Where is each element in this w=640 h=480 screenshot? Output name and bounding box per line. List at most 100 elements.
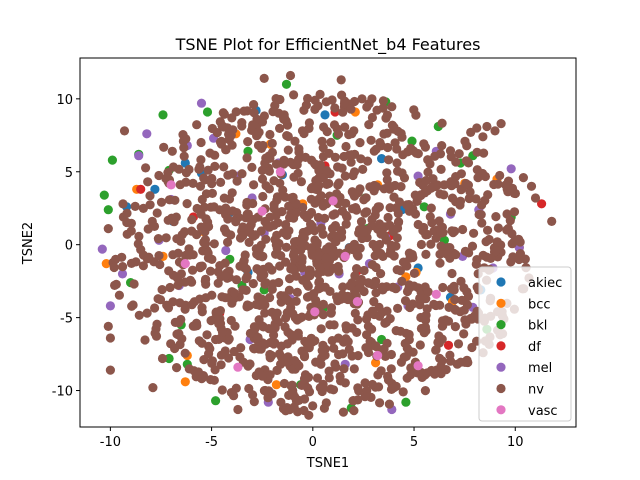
nv-point: [435, 249, 445, 259]
nv-point: [416, 190, 426, 201]
nv-point: [283, 145, 293, 155]
nv-point: [317, 346, 327, 356]
nv-point: [196, 137, 206, 148]
nv-point: [282, 120, 293, 130]
nv-point: [372, 182, 382, 192]
nv-point: [156, 197, 167, 207]
mel-point: [221, 245, 231, 256]
nv-point: [397, 168, 407, 178]
nv-point: [431, 345, 441, 355]
nv-point: [265, 353, 275, 363]
nv-point: [402, 343, 412, 353]
nv-point: [436, 164, 446, 174]
nv-point: [209, 239, 219, 249]
nv-point: [179, 143, 189, 153]
nv-point: [450, 322, 460, 332]
nv-point: [360, 392, 370, 402]
nv-point: [157, 285, 167, 295]
nv-point: [237, 169, 247, 179]
nv-point: [159, 142, 169, 152]
nv-point: [328, 385, 339, 395]
nv-point: [343, 291, 353, 301]
nv-point: [227, 188, 237, 198]
nv-point: [489, 179, 499, 190]
nv-point: [547, 216, 557, 226]
nv-point: [329, 320, 339, 330]
nv-point: [383, 212, 393, 223]
nv-point: [384, 155, 394, 165]
vasc-point: [431, 289, 441, 299]
nv-point: [199, 202, 209, 212]
nv-point: [294, 147, 304, 157]
nv-point: [258, 191, 268, 202]
nv-point: [219, 193, 229, 203]
nv-point: [450, 179, 460, 189]
nv-point: [321, 97, 331, 107]
nv-point: [456, 357, 466, 367]
nv-point: [223, 237, 233, 247]
nv-point: [353, 395, 363, 405]
nv-point: [322, 127, 332, 137]
nv-point: [382, 110, 392, 120]
nv-point: [265, 129, 275, 140]
bkl-point: [401, 397, 411, 407]
nv-point: [437, 118, 447, 128]
nv-point: [170, 195, 180, 205]
nv-point: [400, 296, 411, 306]
y-axis: -10 -5 0 5 10: [52, 93, 80, 400]
nv-point: [201, 293, 211, 303]
nv-point: [207, 356, 217, 366]
nv-point: [196, 155, 206, 165]
nv-point: [168, 297, 178, 307]
nv-point: [385, 184, 395, 194]
nv-point: [265, 370, 275, 380]
nv-point: [502, 184, 512, 194]
nv-point: [447, 193, 458, 203]
nv-point: [467, 342, 477, 353]
nv-point: [278, 228, 288, 238]
nv-point: [422, 368, 432, 378]
nv-point: [310, 159, 320, 169]
nv-point: [469, 228, 479, 238]
nv-point: [278, 185, 288, 195]
nv-point: [192, 120, 202, 130]
nv-point: [276, 397, 286, 407]
nv-point: [292, 287, 302, 297]
nv-point: [338, 407, 348, 417]
x-tick-label: -5: [205, 435, 218, 450]
nv-point: [173, 280, 183, 290]
nv-point: [140, 335, 150, 345]
nv-point: [340, 122, 350, 132]
nv-point: [281, 242, 291, 252]
nv-point: [336, 75, 346, 85]
vasc-point: [257, 206, 267, 216]
nv-point: [274, 277, 284, 288]
nv-point: [451, 157, 461, 167]
nv-point: [244, 301, 254, 311]
nv-point: [338, 107, 348, 117]
nv-point: [283, 131, 293, 142]
nv-point: [472, 123, 482, 133]
nv-point: [207, 173, 217, 184]
nv-point: [231, 275, 242, 285]
nv-point: [220, 271, 231, 281]
nv-point: [242, 153, 252, 163]
nv-point: [341, 141, 351, 152]
plot-frame: [79, 57, 577, 428]
nv-point: [418, 226, 428, 236]
bkl-point: [99, 190, 109, 200]
nv-point: [480, 171, 490, 182]
nv-point: [184, 164, 194, 175]
nv-point: [202, 330, 212, 340]
nv-point: [206, 316, 216, 326]
nv-point: [181, 177, 191, 187]
nv-point: [172, 273, 183, 283]
nv-point: [509, 207, 520, 217]
nv-point: [223, 335, 233, 345]
nv-point: [182, 199, 192, 209]
bkl-point: [164, 353, 174, 364]
legend: akiec bcc bkl df mel nv vasc: [478, 266, 572, 422]
nv-point: [175, 298, 185, 308]
nv-point: [387, 102, 397, 112]
nv-point: [333, 129, 344, 139]
